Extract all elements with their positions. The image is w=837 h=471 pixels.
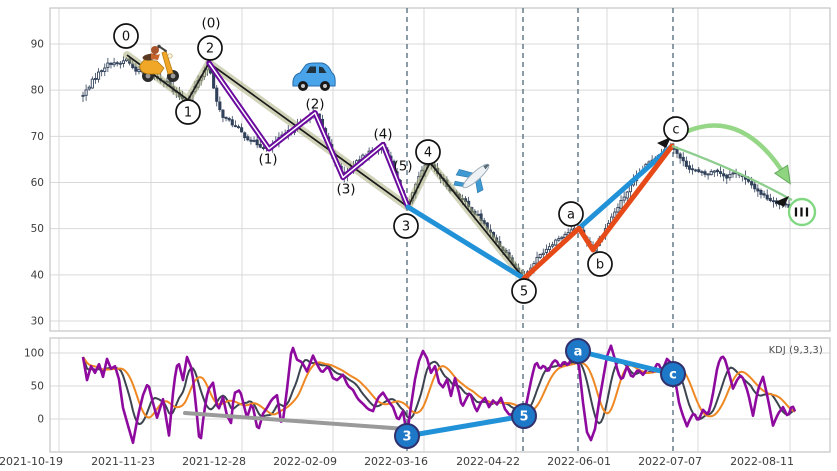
- svg-text:80: 80: [31, 85, 44, 97]
- kdj-pivot-circle-c: [660, 361, 686, 387]
- svg-text:100: 100: [24, 348, 44, 360]
- wave-pivot-circle-2: [197, 35, 223, 61]
- svg-text:30: 30: [31, 316, 44, 328]
- kdj-indicator-label: KDJ (9,3,3): [768, 345, 823, 356]
- airplane-icon: [453, 163, 490, 194]
- wave-pivot-circle-1: [175, 99, 201, 125]
- kdj-blue-divergence-line: [575, 348, 676, 377]
- svg-text:40: 40: [31, 269, 44, 281]
- svg-text:50: 50: [31, 381, 44, 393]
- wave-pivot-circle-0: [113, 23, 139, 49]
- svg-text:c: c: [672, 122, 679, 137]
- svg-text:3: 3: [402, 430, 411, 445]
- sub-wave-label: (1): [258, 152, 277, 168]
- sub-wave-label: (3): [336, 182, 355, 198]
- sub-wave-label: (5): [393, 159, 412, 175]
- wave-pivot-circle-3: [393, 213, 419, 239]
- car-icon: [292, 62, 336, 91]
- svg-text:2022-06-01: 2022-06-01: [547, 455, 611, 468]
- kdj-gray-divergence-line: [183, 411, 408, 431]
- scooter-icon: [139, 44, 179, 82]
- svg-text:2022-02-09: 2022-02-09: [273, 455, 337, 468]
- sub-wave-label: (4): [373, 127, 392, 143]
- svg-text:3: 3: [402, 219, 410, 234]
- wave-pivot-circle-c: [663, 116, 689, 142]
- svg-text:0: 0: [122, 29, 130, 44]
- sub-wave-label: (0): [201, 16, 220, 32]
- svg-text:2022-04-22: 2022-04-22: [456, 455, 520, 468]
- svg-text:a: a: [567, 207, 575, 222]
- target-wave-circle: [787, 197, 817, 227]
- kdj-pivot-circle-a: [565, 338, 591, 364]
- svg-text:2: 2: [206, 41, 214, 56]
- svg-text:2022-03-16: 2022-03-16: [364, 455, 428, 468]
- svg-text:2021-11-23: 2021-11-23: [91, 455, 155, 468]
- wave-overlay-lines: [123, 51, 793, 283]
- wave-label-annotations: 0 1 2 3 4 5 a b c (0) (1) (2) (3) (4)(5) III: [113, 16, 817, 304]
- wave-pivot-circle-b: [587, 251, 613, 277]
- kdj-pivot-circle-5: [511, 403, 537, 429]
- wave-pivot-circle-4: [415, 139, 441, 165]
- kdj-pivot-circle-3: [394, 423, 420, 449]
- svg-text:90: 90: [31, 39, 44, 51]
- svg-text:b: b: [596, 257, 604, 272]
- svg-text:5: 5: [520, 284, 528, 299]
- kdj-indicator-lines: 3 5 a c: [81, 338, 797, 449]
- svg-text:0: 0: [37, 414, 44, 426]
- svg-text:a: a: [574, 345, 583, 360]
- axis-tick-labels: 90 80 70 60 50 40 30 100 50 0 2021-10-19 2021-11-23…: [0, 39, 794, 469]
- wave-pivot-circle-5: [511, 278, 537, 304]
- svg-text:2022-07-07: 2022-07-07: [638, 455, 702, 468]
- svg-text:4: 4: [424, 145, 432, 160]
- sub-wave-label: (2): [305, 97, 324, 113]
- svg-text:60: 60: [31, 177, 44, 189]
- svg-text:50: 50: [31, 223, 44, 235]
- svg-text:2021-12-28: 2021-12-28: [182, 455, 246, 468]
- svg-text:5: 5: [519, 410, 528, 425]
- wave-pivot-circle-a: [558, 201, 584, 227]
- svg-text:III: III: [794, 206, 810, 220]
- kdj-blue-divergence-line: [404, 413, 527, 439]
- svg-text:70: 70: [31, 131, 44, 143]
- svg-text:2022-08-11: 2022-08-11: [730, 455, 794, 468]
- svg-text:1: 1: [184, 105, 192, 120]
- kdj-j-line: [81, 344, 797, 445]
- svg-text:c: c: [669, 368, 677, 383]
- svg-text:2021-10-19: 2021-10-19: [0, 455, 63, 468]
